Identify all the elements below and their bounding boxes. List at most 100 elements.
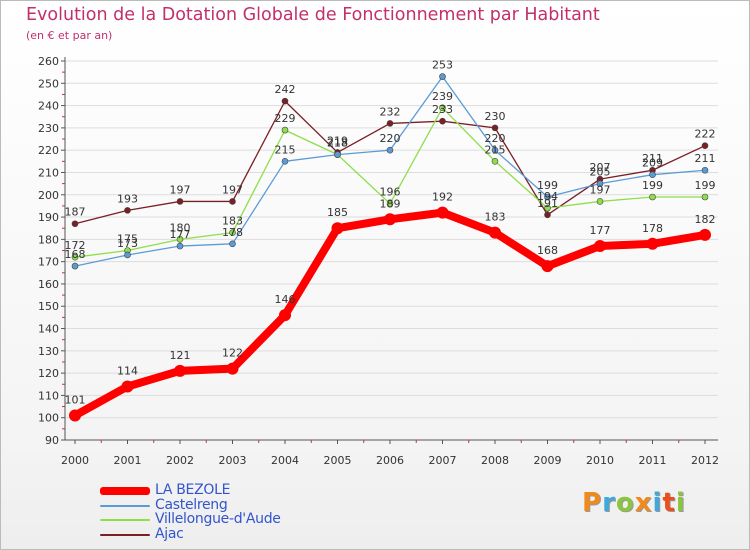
axes (61, 57, 718, 444)
data-label-ajac-2000: 187 (65, 206, 86, 219)
logo-letter: x (634, 488, 653, 518)
point-castelreng-2002 (176, 242, 184, 250)
point-castelreng-2003 (229, 240, 236, 248)
data-label-ajac-2003: 197 (222, 183, 243, 196)
point-la-bezole-2001 (121, 380, 134, 393)
data-label-castelreng-2002: 177 (170, 228, 191, 241)
x-tick-label-2004: 2004 (271, 454, 299, 467)
point-castelreng-2005 (334, 151, 341, 158)
data-label-ajac-2006: 232 (380, 105, 401, 118)
data-label-villelongue-d-aude-2006: 196 (380, 186, 401, 199)
point-la-bezole-2012 (699, 228, 711, 241)
y-tick-label-140: 140 (38, 323, 59, 336)
data-label-villelongue-d-aude-2003: 183 (222, 215, 243, 228)
x-tick-label-2006: 2006 (376, 454, 404, 467)
y-tick-label-100: 100 (38, 412, 59, 425)
data-label-castelreng-2009: 199 (537, 179, 558, 192)
point-castelreng-2001 (124, 251, 131, 259)
series-group (69, 73, 711, 422)
data-label-ajac-2008: 230 (485, 110, 506, 123)
x-tick-label-2010: 2010 (586, 454, 614, 467)
point-castelreng-2000 (71, 262, 79, 270)
legend-swatch-la-bezole (100, 487, 150, 495)
data-label-villelongue-d-aude-2008: 215 (485, 143, 506, 156)
data-label-castelreng-2001: 173 (117, 237, 138, 250)
data-label-villelongue-d-aude-2004: 229 (275, 112, 296, 125)
data-label-castelreng-2000: 168 (65, 248, 86, 261)
data-label-castelreng-2010: 205 (590, 166, 611, 179)
point-la-bezole-2010 (594, 240, 606, 253)
y-tick-label-110: 110 (38, 389, 59, 402)
data-label-ajac-2012: 222 (695, 128, 716, 141)
x-tick-label-2007: 2007 (429, 454, 457, 467)
point-la-bezole-2008 (489, 226, 501, 239)
x-tick-label-2011: 2011 (639, 454, 667, 467)
point-la-bezole-2009 (541, 260, 554, 273)
data-label-la-bezole-2011: 178 (642, 222, 663, 235)
logo-letter: i (675, 488, 686, 518)
chart-subtitle: (en € et par an) (26, 29, 113, 42)
point-ajac-2002 (176, 198, 184, 205)
point-castelreng-2004 (281, 158, 289, 165)
data-label-castelreng-2003: 178 (222, 226, 243, 239)
data-label-la-bezole-2007: 192 (432, 191, 453, 204)
data-label-castelreng-2007: 253 (432, 59, 453, 72)
grid-lines (65, 60, 718, 441)
logo-letter: i (652, 488, 663, 518)
x-tick-label-2008: 2008 (481, 454, 509, 467)
y-tick-label-180: 180 (38, 233, 59, 246)
data-label-la-bezole-2008: 183 (485, 211, 506, 224)
data-label-la-bezole-2006: 189 (380, 197, 401, 210)
data-label-castelreng-2006: 220 (380, 132, 401, 145)
data-label-villelongue-d-aude-2005: 218 (327, 137, 348, 150)
point-villelongue-d-aude-2002 (176, 236, 184, 243)
data-label-villelongue-d-aude-2010: 197 (590, 183, 611, 196)
data-label-castelreng-2011: 209 (642, 157, 663, 170)
data-label-villelongue-d-aude-2000: 172 (65, 239, 86, 252)
point-ajac-2003 (229, 198, 236, 205)
data-label-la-bezole-2010: 177 (590, 224, 611, 237)
point-ajac-2009 (544, 211, 551, 219)
data-label-villelongue-d-aude-2001: 175 (117, 233, 138, 246)
data-label-castelreng-2005: 218 (327, 137, 348, 150)
point-la-bezole-2002 (174, 364, 186, 377)
y-tick-label-250: 250 (38, 77, 59, 90)
data-label-la-bezole-2002: 121 (170, 349, 191, 362)
x-tick-label-2001: 2001 (114, 454, 142, 467)
point-la-bezole-2000 (69, 409, 81, 422)
data-labels: 187 193 197 197 242 219 232 233 230 191 207 211 222 1… (65, 59, 716, 407)
point-ajac-2008 (491, 124, 499, 132)
legend-swatch-villelongue-d-aude (100, 519, 150, 521)
x-tick-label-2005: 2005 (324, 454, 352, 467)
point-villelongue-d-aude-2008 (491, 158, 499, 165)
point-villelongue-d-aude-2009 (544, 204, 551, 212)
data-label-ajac-2009: 191 (537, 197, 558, 210)
data-label-la-bezole-2000: 101 (65, 393, 86, 406)
y-tick-label-260: 260 (38, 55, 59, 68)
point-villelongue-d-aude-2010 (596, 198, 604, 205)
point-villelongue-d-aude-2011 (649, 193, 656, 201)
data-label-la-bezole-2003: 122 (222, 347, 243, 360)
point-castelreng-2010 (596, 180, 604, 187)
point-ajac-2000 (71, 220, 79, 228)
point-villelongue-d-aude-2012 (701, 193, 709, 201)
y-tick-label-240: 240 (38, 100, 59, 113)
point-ajac-2012 (701, 142, 709, 150)
point-la-bezole-2005 (331, 222, 344, 235)
data-label-castelreng-2008: 220 (485, 132, 506, 145)
data-label-ajac-2005: 219 (327, 134, 348, 147)
logo-letter: t (662, 488, 676, 518)
y-tick-labels: 90 100 110 120 130 140 150 160 170 180 190 200 210 22… (38, 55, 59, 447)
data-label-castelreng-2012: 211 (695, 152, 716, 165)
y-tick-label-90: 90 (45, 434, 59, 447)
data-label-villelongue-d-aude-2002: 180 (170, 221, 191, 234)
y-tick-label-170: 170 (38, 256, 59, 269)
logo-letter: r (602, 488, 616, 518)
y-tick-label-200: 200 (38, 189, 59, 202)
point-castelreng-2008 (491, 146, 499, 154)
legend-swatch-castelreng (100, 504, 150, 507)
legend-label-villelongue-d-aude: Villelongue-d'Aude (155, 511, 281, 527)
y-tick-label-190: 190 (38, 211, 59, 224)
data-label-la-bezole-2012: 182 (695, 213, 716, 226)
